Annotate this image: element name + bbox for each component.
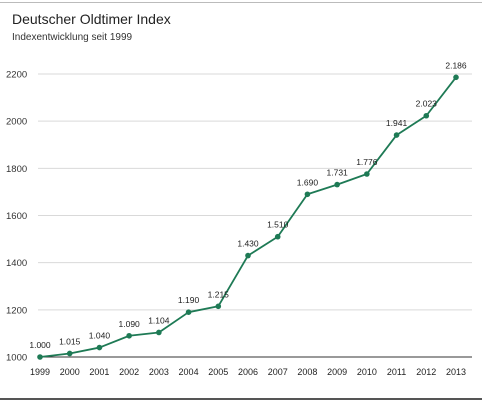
data-point	[185, 309, 192, 315]
top-rule	[0, 2, 482, 3]
x-tick-label: 2000	[60, 367, 80, 377]
data-label: 1.040	[89, 331, 111, 341]
bottom-rule	[0, 398, 482, 400]
y-tick-label: 1600	[6, 211, 27, 222]
data-label: 1.000	[29, 340, 51, 350]
data-point	[37, 354, 43, 360]
y-tick-label: 2200	[6, 70, 27, 81]
data-label: 1.776	[356, 157, 378, 167]
x-tick-label: 2013	[446, 367, 466, 377]
x-tick-label: 2011	[387, 367, 406, 377]
chart-title: Deutscher Oldtimer Index	[12, 11, 171, 27]
x-tick-label: 2001	[89, 367, 109, 377]
data-point	[334, 181, 340, 188]
data-point	[364, 171, 370, 177]
data-label: 1.430	[237, 239, 259, 249]
y-tick-label: 1800	[6, 164, 27, 175]
x-tick-label: 2003	[149, 367, 169, 377]
data-label: 1.510	[267, 220, 289, 230]
data-point	[393, 132, 400, 138]
data-label: 1.015	[59, 336, 81, 346]
x-tick-label: 2009	[327, 367, 347, 377]
data-point	[304, 191, 311, 198]
x-tick-label: 1999	[30, 367, 50, 377]
data-label: 1.104	[148, 315, 170, 325]
x-tick-label: 2005	[208, 367, 228, 377]
data-label: 1.690	[297, 177, 319, 187]
data-point	[126, 332, 132, 339]
data-label: 2.186	[445, 60, 467, 70]
data-point	[453, 74, 459, 81]
y-tick-label: 1400	[6, 258, 27, 269]
data-point	[215, 303, 222, 310]
y-tick-label: 2000	[6, 117, 27, 128]
data-label: 1.190	[178, 295, 200, 305]
data-label: 1.215	[208, 289, 230, 299]
x-tick-label: 2002	[119, 367, 139, 377]
data-point	[66, 350, 73, 357]
data-label: 1.731	[327, 168, 349, 178]
data-label: 2.023	[416, 99, 438, 109]
chart-subtitle: Indexentwicklung seit 1999	[12, 32, 133, 43]
y-tick-label: 1200	[6, 305, 27, 316]
data-point	[423, 112, 430, 119]
data-label: 1.941	[386, 118, 408, 128]
y-tick-label: 1000	[6, 353, 27, 364]
data-point	[156, 329, 162, 336]
x-tick-label: 2012	[416, 367, 436, 377]
x-tick-label: 2010	[357, 367, 377, 377]
data-point	[245, 252, 251, 259]
x-tick-label: 2006	[238, 367, 258, 377]
x-tick-label: 2008	[297, 367, 317, 377]
data-point	[96, 344, 103, 351]
data-label: 1.090	[119, 319, 141, 329]
x-tick-label: 2004	[179, 367, 199, 377]
data-point	[274, 233, 281, 240]
x-tick-label: 2007	[268, 367, 288, 377]
